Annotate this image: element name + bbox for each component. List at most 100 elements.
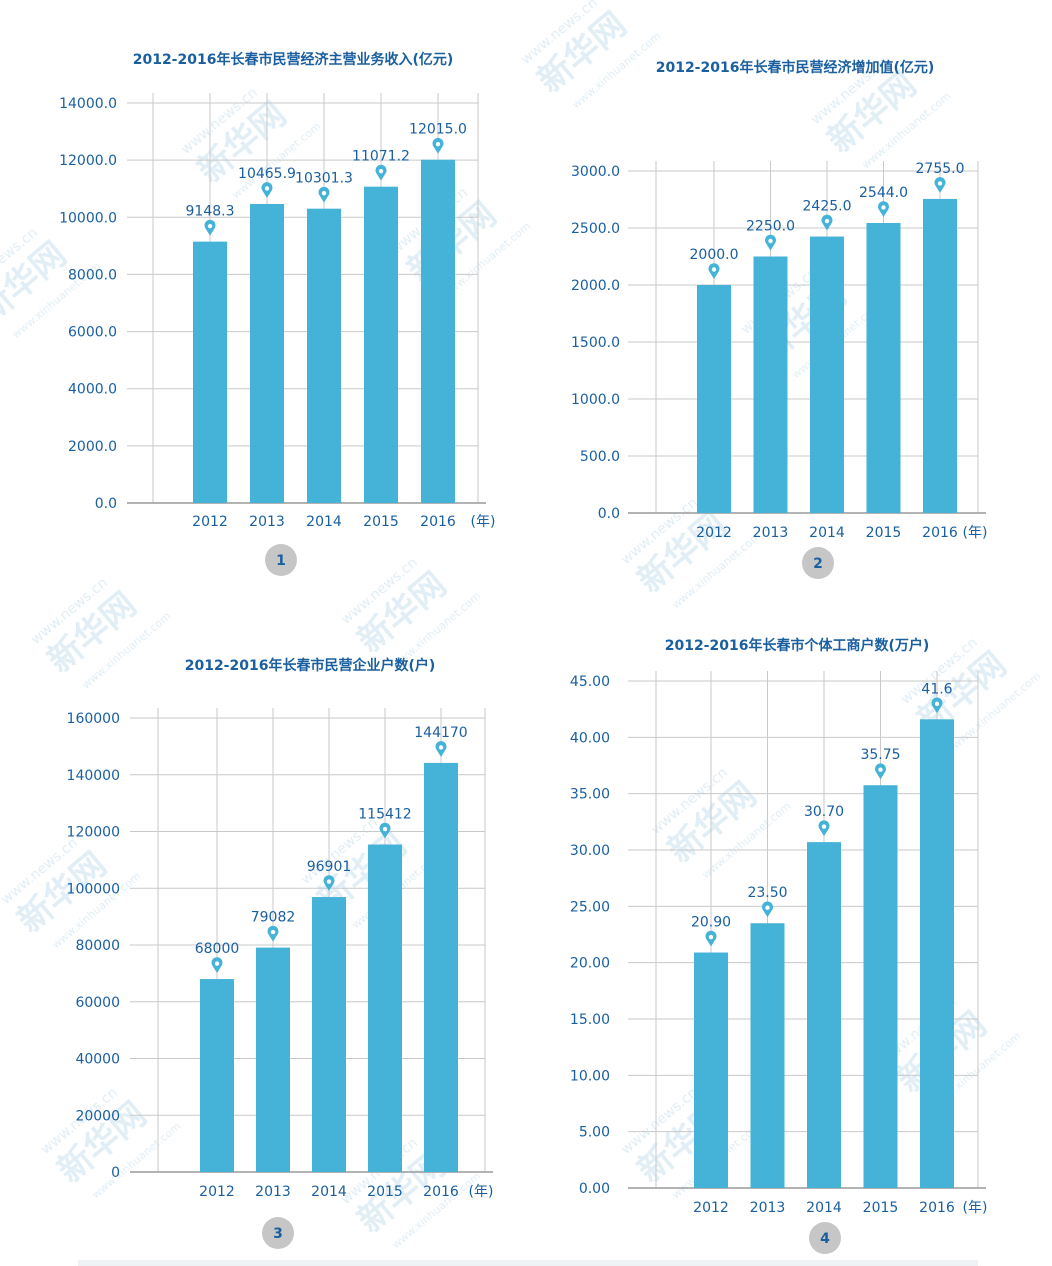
data-label: 35.75: [860, 747, 900, 763]
y-tick-label: 40.00: [570, 730, 610, 746]
pin-marker-dot: [326, 879, 332, 884]
x-tick-label: 2016: [423, 1184, 459, 1200]
y-tick-label: 120000: [67, 825, 120, 841]
chart-3: 2012-2016年长春市民营企业户数(户) 0 20000 40000 60000 80…: [67, 657, 493, 1249]
pin-marker-dot: [937, 181, 943, 186]
pin-marker-dot: [711, 267, 717, 272]
y-tick-label: 20.00: [570, 956, 610, 972]
x-tick-label: 2014: [306, 514, 342, 530]
y-tick-label: 140000: [67, 768, 120, 784]
chart-number-label: 4: [820, 1231, 830, 1247]
pin-marker-dot: [264, 186, 270, 191]
x-tick-label: 2015: [863, 1200, 899, 1216]
chart-number-label: 2: [813, 556, 823, 572]
y-tick-label: 2500.0: [571, 221, 620, 237]
chart-number-label: 3: [273, 1226, 283, 1242]
data-label: 2425.0: [803, 199, 852, 215]
data-label: 2000.0: [690, 247, 739, 263]
data-label: 12015.0: [409, 122, 467, 138]
x-tick-label: 2015: [866, 525, 902, 541]
chart-number-badge: [802, 547, 834, 579]
bottom-divider: [78, 1260, 978, 1266]
pin-marker-dot: [435, 142, 441, 147]
data-label: 144170: [414, 725, 467, 741]
chart-number-badge: [809, 1222, 841, 1254]
data-label: 41.6: [921, 681, 952, 697]
y-tick-label: 35.00: [570, 787, 610, 803]
x-tick-label: 2013: [249, 514, 285, 530]
chart-1: 2012-2016年长春市民营经济主营业务收入(亿元) 0.0 2000.0 4000…: [59, 51, 495, 576]
x-tick-label: 2015: [367, 1184, 403, 1200]
bar: [920, 719, 954, 1188]
data-label: 20.90: [691, 915, 731, 931]
y-tick-label: 2000.0: [571, 278, 620, 294]
chart-4: 2012-2016年长春市个体工商户数(万户) 0.00 5.00 10.00 15.0…: [570, 637, 987, 1254]
x-tick-label: 2016: [420, 514, 456, 530]
y-tick-label: 60000: [75, 995, 120, 1011]
bar: [200, 979, 234, 1172]
x-tick-label: 2016: [919, 1200, 955, 1216]
pin-marker-dot: [824, 218, 830, 224]
data-label: 10301.3: [295, 171, 353, 187]
pin-marker-dot: [708, 934, 714, 940]
y-tick-label: 40000: [75, 1052, 120, 1068]
x-tick-label: 2012: [696, 525, 732, 541]
y-tick-label: 100000: [67, 881, 120, 897]
data-label: 115412: [358, 807, 411, 823]
x-tick-label: 2015: [363, 514, 399, 530]
bar: [863, 785, 898, 1188]
y-tick-label: 12000.0: [59, 153, 117, 169]
bar: [807, 842, 841, 1188]
pin-marker-dot: [881, 205, 886, 210]
chart-number-badge: [262, 1217, 294, 1249]
pin-marker-dot: [207, 223, 213, 229]
bar: [368, 844, 402, 1172]
pin-marker-dot: [270, 929, 276, 935]
bar: [810, 236, 844, 514]
y-tick-label: 3000.0: [571, 164, 620, 180]
x-tick-label: 2012: [199, 1184, 235, 1200]
pin-marker-dot: [934, 701, 940, 707]
bar: [312, 897, 346, 1172]
chart-title: 2012-2016年长春市民营经济增加值(亿元): [656, 59, 935, 76]
x-axis-unit: (年): [471, 514, 496, 530]
bar: [193, 241, 227, 503]
y-tick-label: 30.00: [570, 843, 610, 859]
pin-marker-dot: [438, 745, 444, 750]
pin-marker-dot: [321, 190, 327, 196]
y-tick-label: 5.00: [579, 1125, 610, 1141]
data-label: 96901: [307, 859, 352, 875]
bar: [256, 947, 290, 1172]
bar: [307, 208, 341, 504]
data-label: 9148.3: [186, 204, 235, 220]
data-label: 2250.0: [746, 219, 795, 235]
chart-title: 2012-2016年长春市民营企业户数(户): [185, 657, 436, 674]
data-label: 79082: [251, 910, 296, 926]
pin-marker-dot: [878, 767, 883, 772]
bar: [424, 762, 458, 1172]
chart-title: 2012-2016年长春市个体工商户数(万户): [665, 637, 930, 654]
chart-number-badge: [265, 544, 297, 576]
y-tick-label: 80000: [75, 938, 120, 954]
bar: [923, 198, 957, 513]
y-tick-label: 0.0: [95, 496, 117, 512]
y-tick-label: 1000.0: [571, 392, 620, 408]
data-label: 68000: [195, 941, 240, 957]
chart-number-label: 1: [276, 553, 286, 569]
y-tick-label: 1500.0: [571, 335, 620, 351]
pin-marker-dot: [214, 961, 220, 966]
pin-marker-dot: [382, 826, 388, 832]
x-tick-label: 2014: [806, 1200, 842, 1216]
bar: [866, 222, 901, 513]
chart-title: 2012-2016年长春市民营经济主营业务收入(亿元): [133, 51, 454, 68]
